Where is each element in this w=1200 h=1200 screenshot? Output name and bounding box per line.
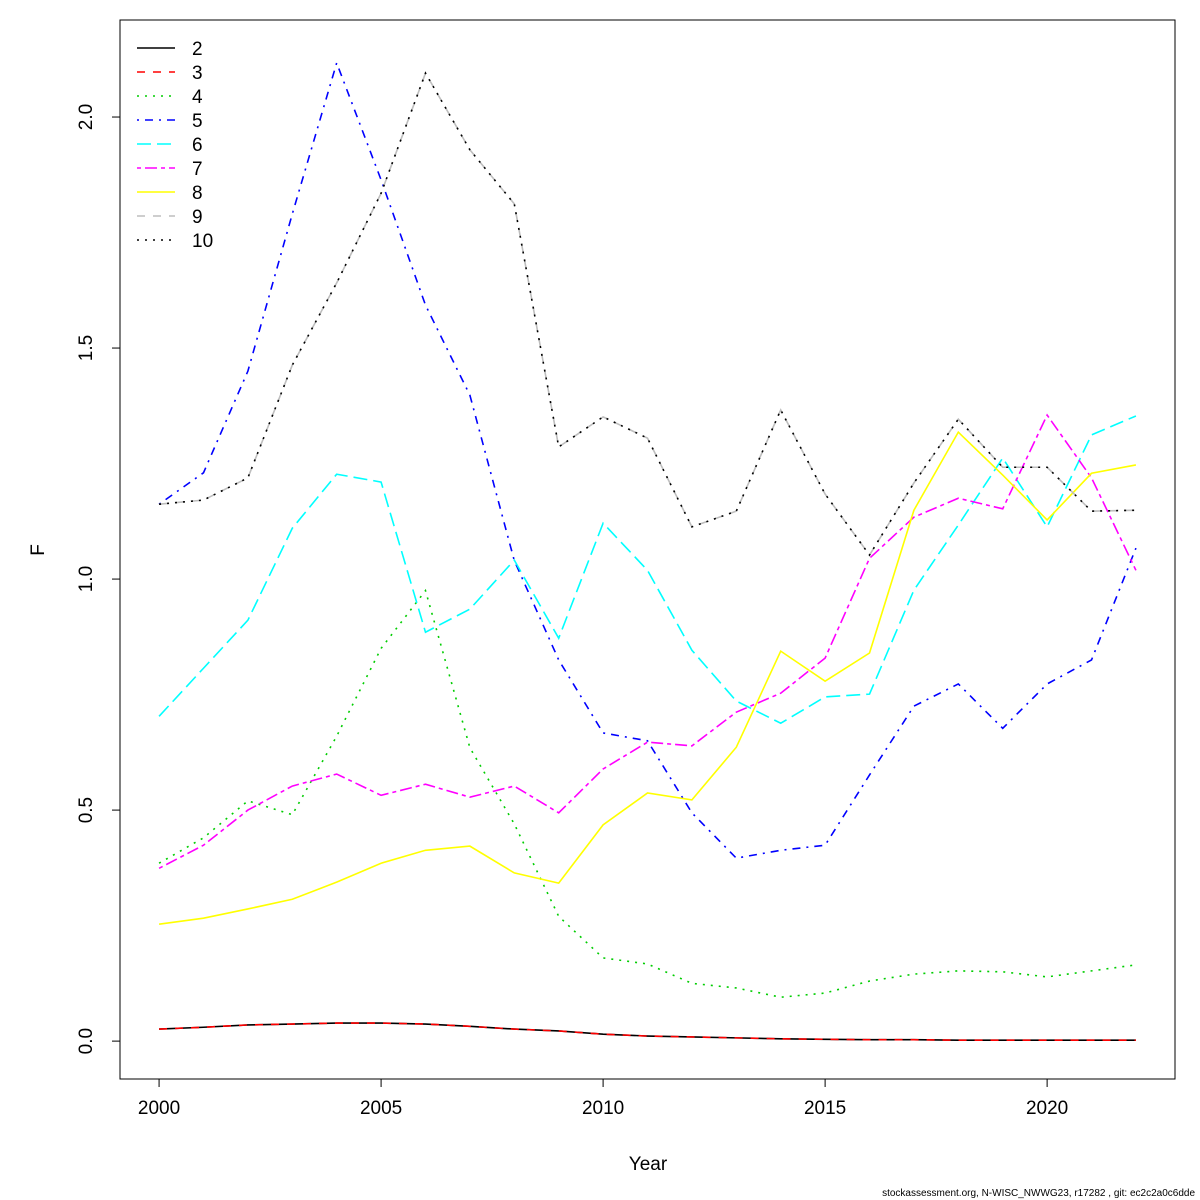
legend-label: 4: [192, 87, 203, 108]
series-line: [158, 71, 1136, 557]
legend-label: 2: [192, 39, 203, 60]
y-tick-label: 1.0: [76, 566, 97, 592]
legend-label: 8: [192, 183, 203, 204]
x-axis-label: Year: [629, 1154, 668, 1175]
series-line: [158, 71, 1136, 557]
x-tick-label: 2020: [1026, 1098, 1068, 1119]
series-line: [158, 430, 1137, 926]
legend-label: 3: [192, 63, 203, 84]
legend-label: 10: [192, 231, 213, 252]
legend-label: 6: [192, 135, 203, 156]
x-tick-label: 2005: [360, 1098, 402, 1119]
y-tick-label: 0.5: [76, 797, 97, 823]
series-line: [158, 413, 1137, 870]
legend-label: 5: [192, 111, 203, 132]
series-line: [159, 1022, 1136, 1041]
series-line: [159, 1022, 1136, 1041]
series-line: [158, 415, 1137, 725]
x-tick-label: 2010: [582, 1098, 624, 1119]
legend-label: 9: [192, 207, 203, 228]
series-line: [158, 588, 1137, 999]
legend-label: 7: [192, 159, 203, 180]
x-tick-label: 2015: [804, 1098, 846, 1119]
y-tick-label: 1.5: [76, 335, 97, 361]
series-line: [158, 60, 1137, 860]
plot-frame: [119, 19, 1176, 1080]
y-tick-label: 0.0: [76, 1028, 97, 1054]
x-tick-label: 2000: [138, 1098, 180, 1119]
y-axis-label: F: [28, 544, 49, 556]
footer: stockassessment.org, N-WISC_NWWG23, r172…: [882, 1188, 1195, 1199]
y-tick-label: 2.0: [76, 104, 97, 130]
